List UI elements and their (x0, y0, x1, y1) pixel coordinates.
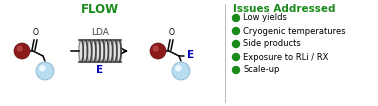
Text: Low yields: Low yields (243, 13, 287, 22)
Text: LDA: LDA (91, 28, 109, 37)
Circle shape (14, 43, 30, 59)
Circle shape (172, 62, 190, 80)
Circle shape (153, 46, 158, 51)
Bar (79, 40, 121, 62)
Circle shape (232, 54, 240, 61)
Circle shape (17, 46, 22, 51)
Circle shape (232, 66, 240, 73)
Circle shape (40, 66, 45, 71)
Text: Exposure to RLi / RX: Exposure to RLi / RX (243, 52, 328, 61)
Text: O: O (33, 28, 39, 37)
Text: FLOW: FLOW (81, 3, 119, 16)
Text: Cryogenic temperatures: Cryogenic temperatures (243, 26, 345, 36)
Text: O: O (169, 28, 175, 37)
Text: Side products: Side products (243, 40, 301, 49)
Text: E: E (187, 50, 194, 60)
Text: E: E (96, 65, 104, 75)
Circle shape (36, 62, 54, 80)
Circle shape (176, 66, 181, 71)
Circle shape (232, 40, 240, 47)
Circle shape (232, 15, 240, 22)
Text: Scale-up: Scale-up (243, 66, 279, 75)
Text: Issues Addressed: Issues Addressed (233, 4, 335, 14)
Circle shape (232, 27, 240, 34)
Circle shape (150, 43, 166, 59)
